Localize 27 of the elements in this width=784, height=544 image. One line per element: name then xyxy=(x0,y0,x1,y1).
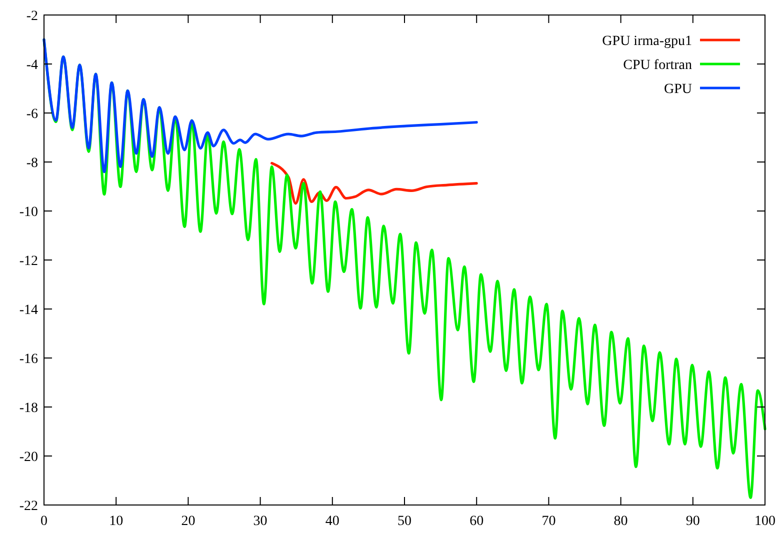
y-tick-label: -14 xyxy=(19,302,38,318)
x-tick-label: 60 xyxy=(470,514,484,529)
y-tick-label: -10 xyxy=(19,204,38,220)
y-tick-label: -8 xyxy=(26,156,38,171)
x-tick-label: 10 xyxy=(109,514,124,529)
y-tick-label: -4 xyxy=(26,58,38,73)
x-tick-label: 30 xyxy=(253,514,268,529)
y-tick-label: -12 xyxy=(19,254,38,269)
y-tick-label: -18 xyxy=(19,400,38,416)
y-tick-label: -6 xyxy=(26,106,38,122)
x-tick-label: 0 xyxy=(40,514,48,529)
legend-label: GPU irma-gpu1 xyxy=(602,34,692,49)
x-tick-label: 70 xyxy=(542,514,556,529)
y-tick-label: -16 xyxy=(19,352,38,367)
legend-label: CPU fortran xyxy=(623,58,692,73)
x-tick-label: 80 xyxy=(614,514,628,529)
line-series xyxy=(42,38,478,174)
y-tick-label: -22 xyxy=(19,498,38,514)
x-tick-label: 50 xyxy=(398,514,412,529)
legend-label: GPU xyxy=(664,82,692,97)
line-series xyxy=(270,162,478,205)
x-tick-label: 20 xyxy=(181,514,196,529)
x-tick-label: 90 xyxy=(686,514,700,529)
x-tick-label: 40 xyxy=(325,514,340,529)
y-tick-label: -20 xyxy=(19,450,38,465)
x-tick-label: 100 xyxy=(754,514,776,529)
y-tick-label: -2 xyxy=(26,8,38,24)
